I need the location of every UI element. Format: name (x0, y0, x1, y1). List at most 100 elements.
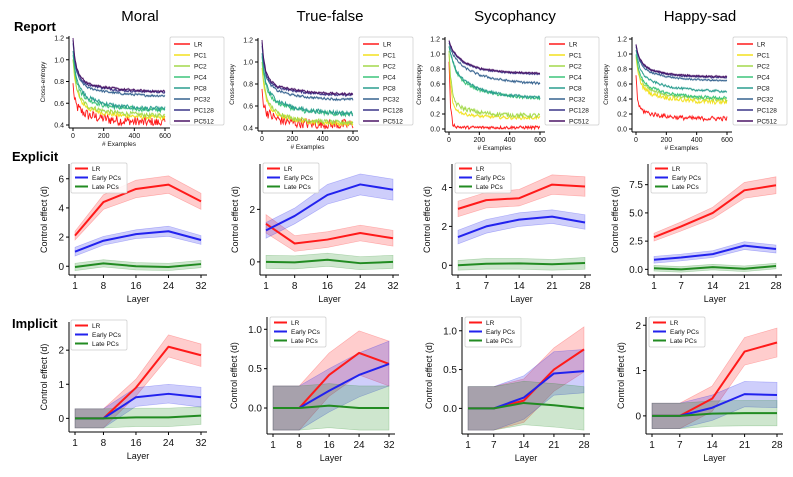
legend-label: PC2 (194, 63, 207, 70)
x-tick-label: 32 (383, 440, 395, 451)
legend-item-pc32: PC32 (363, 96, 400, 103)
y-tick-label: 0.2 (617, 112, 627, 119)
panel-implicit-happy-sad: 1 7 14 21 28 0 1 2 Layer Control effect (d) LR Earl… (616, 316, 783, 463)
x-tick-label: 1 (465, 440, 471, 451)
x-tick-label: 200 (98, 133, 110, 140)
legend-item-lr: LR (75, 323, 101, 330)
series-pc8 (261, 51, 354, 117)
legend-item-lr: LR (655, 166, 681, 173)
legend-label: Early PCs (670, 329, 700, 336)
y-tick-label: 0.8 (430, 67, 440, 74)
x-axis-label: Layer (318, 294, 341, 304)
legend-label: LR (486, 320, 495, 327)
legend-item-pc1: PC1 (737, 52, 770, 59)
panel-report-sycophancy: 0 200 400 600 0.0 0.2 0.4 0.6 0.8 1.0 1.2 # Example… (416, 36, 600, 152)
legend-label: LR (291, 320, 300, 327)
x-tick-label: 0 (634, 137, 638, 144)
x-tick-label: 400 (317, 136, 329, 143)
legend-item-late-pcs: Late PCs (267, 184, 311, 191)
legend-box (544, 36, 600, 126)
series-lr (651, 327, 778, 429)
y-tick-label: 4 (58, 203, 64, 214)
x-tick-label: 1 (270, 440, 276, 451)
x-tick-label: 14 (514, 281, 526, 292)
legend-item-late-pcs: Late PCs (459, 184, 503, 191)
y-tick-label: 0.0 (443, 404, 457, 415)
legend-label: PC128 (383, 107, 403, 114)
y-tick-label: 0.2 (430, 112, 440, 119)
panel-implicit-true-false: 1 8 16 24 32 0.0 0.5 1.0 Layer Control effect (d)… (229, 316, 395, 463)
y-tick-label: 1.0 (430, 52, 440, 59)
series-lr (448, 60, 541, 131)
legend-item-pc512: PC512 (174, 118, 214, 125)
y-tick-label: 0.6 (243, 104, 253, 111)
legend-label: PC512 (757, 118, 777, 125)
row-title-explicit: Explicit (12, 149, 59, 164)
line-pc512 (72, 37, 166, 94)
legend-item-pc512: PC512 (549, 118, 589, 125)
legend-label: Late PCs (486, 338, 513, 345)
x-tick-label: 16 (130, 438, 142, 449)
series-pc512 (448, 39, 541, 75)
legend-label: PC1 (194, 52, 207, 59)
y-tick-label: 1.0 (443, 326, 457, 337)
x-tick-label: 600 (534, 137, 546, 144)
y-axis-label: Control effect (d) (229, 342, 239, 409)
x-tick-label: 32 (195, 281, 207, 292)
x-tick-label: 1 (649, 440, 655, 451)
legend-label: PC8 (383, 85, 396, 92)
legend-label: Early PCs (672, 175, 702, 182)
legend-item-pc4: PC4 (174, 74, 207, 81)
legend-label: Late PCs (670, 338, 697, 345)
legend-item-pc8: PC8 (549, 85, 582, 92)
ci-band-early-pcs (457, 209, 586, 245)
y-tick-label: 6 (58, 174, 64, 185)
line-early-pcs (653, 244, 777, 261)
series-late-pcs (467, 380, 585, 431)
x-tick-label: 0 (260, 136, 264, 143)
legend-label: Late PCs (92, 184, 119, 191)
series-early-pcs (74, 225, 202, 257)
legend: LR Early PCs Late PCs (269, 316, 327, 348)
legend-label: LR (672, 166, 681, 173)
legend-item-lr: LR (653, 320, 679, 327)
ci-band-late-pcs (272, 383, 390, 431)
x-tick-label: 1 (263, 281, 269, 292)
legend-label: PC8 (569, 85, 582, 92)
series-pc512 (635, 43, 728, 79)
x-tick-label: 28 (770, 281, 782, 292)
x-tick-label: 24 (354, 440, 366, 451)
panel-explicit-sycophancy: 1 7 14 21 28 0 2 4 Layer Control effect (d) LR Earl… (422, 162, 591, 304)
legend-item-pc8: PC8 (363, 85, 396, 92)
panel-report-true-false: 0 200 400 600 0.4 0.6 0.8 1.0 1.2 # Examples Cross… (229, 36, 414, 151)
y-axis-label: Cross-entropy (416, 63, 423, 105)
line-lr (448, 61, 541, 131)
legend-label: PC8 (757, 85, 770, 92)
legend-item-pc32: PC32 (549, 96, 586, 103)
series-pc32 (448, 41, 541, 86)
y-tick-label: 0.0 (629, 265, 643, 276)
legend: LR Early PCs Late PCs (650, 162, 708, 194)
y-tick-label: 0.4 (54, 123, 64, 130)
x-tick-label: 14 (707, 281, 719, 292)
line-pc512 (448, 40, 541, 75)
column-title-sycophancy: Sycophancy (474, 8, 556, 25)
x-tick-label: 16 (130, 281, 142, 292)
legend-item-early-pcs: Early PCs (75, 175, 122, 182)
legend-label: LR (757, 41, 766, 48)
legend-label: PC4 (383, 74, 396, 81)
y-tick-label: 1.2 (54, 36, 64, 43)
legend-label: Early PCs (476, 175, 506, 182)
series-pc2 (448, 49, 541, 119)
legend-item-lr: LR (274, 320, 300, 327)
y-tick-label: 1.0 (54, 57, 64, 64)
legend-item-late-pcs: Late PCs (653, 338, 697, 345)
legend-label: Late PCs (672, 184, 699, 191)
legend-label: Early PCs (284, 175, 314, 182)
column-title-moral: Moral (121, 8, 159, 25)
x-axis-label: Layer (127, 451, 150, 461)
y-tick-label: 7.5 (629, 180, 643, 191)
ci-band-late-pcs (467, 380, 585, 431)
y-tick-label: 0.0 (430, 127, 440, 134)
x-tick-label: 32 (195, 438, 207, 449)
